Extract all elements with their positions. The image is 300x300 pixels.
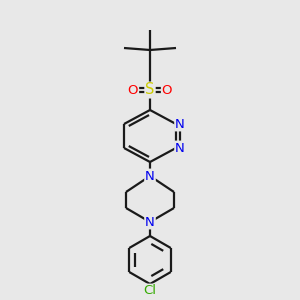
Text: O: O: [162, 83, 172, 97]
Text: S: S: [145, 82, 155, 98]
Text: N: N: [145, 215, 155, 229]
Text: N: N: [175, 118, 185, 130]
Text: O: O: [128, 83, 138, 97]
Text: Cl: Cl: [143, 284, 157, 298]
Text: N: N: [145, 169, 155, 182]
Text: N: N: [175, 142, 185, 154]
